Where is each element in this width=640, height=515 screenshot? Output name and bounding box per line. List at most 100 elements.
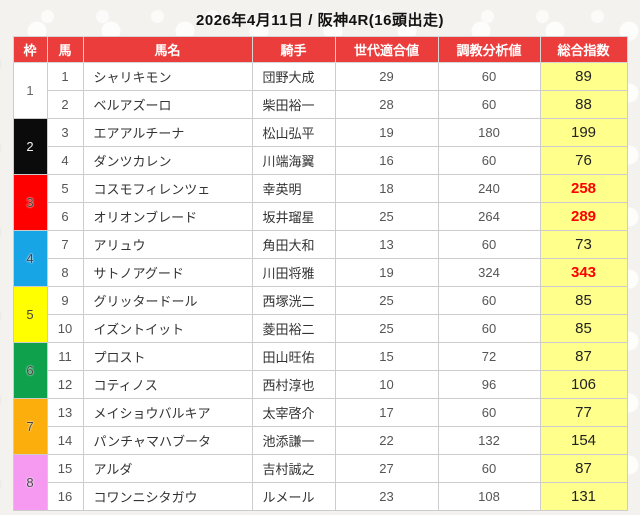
horse-number-cell: 4 bbox=[46, 146, 84, 175]
generation-value-cell: 10 bbox=[334, 370, 439, 399]
total-index-cell: 199 bbox=[539, 118, 628, 147]
horse-name-cell: プロスト bbox=[82, 342, 253, 371]
header-total: 総合指数 bbox=[539, 36, 628, 63]
generation-value-cell: 22 bbox=[334, 426, 439, 455]
horse-name-cell: エアアルチーナ bbox=[82, 118, 253, 147]
jockey-cell: 柴田裕一 bbox=[251, 90, 336, 119]
total-index-cell: 258 bbox=[539, 174, 628, 203]
total-index-cell: 89 bbox=[539, 62, 628, 91]
total-index-cell: 87 bbox=[539, 454, 628, 483]
horse-number-cell: 15 bbox=[46, 454, 84, 483]
frame-cell: 4 bbox=[12, 230, 48, 287]
horse-name-cell: イズントイット bbox=[82, 314, 253, 343]
generation-value-cell: 25 bbox=[334, 314, 439, 343]
generation-value-cell: 25 bbox=[334, 286, 439, 315]
jockey-cell: ルメール bbox=[251, 482, 336, 511]
horse-number-cell: 9 bbox=[46, 286, 84, 315]
table-row: 6 11 プロスト 田山旺佑 15 72 87 bbox=[12, 342, 628, 399]
jockey-cell: 西塚洸二 bbox=[251, 286, 336, 315]
frame-cell: 3 bbox=[12, 174, 48, 231]
generation-value-cell: 18 bbox=[334, 174, 439, 203]
table-row: 16 コワンニシタガウ ルメール 23 108 131 bbox=[13, 482, 628, 511]
header-frame: 枠 bbox=[12, 36, 48, 63]
horse-name-cell: ダンツカレン bbox=[82, 146, 253, 175]
horse-name-cell: グリッタードール bbox=[82, 286, 253, 315]
generation-value-cell: 17 bbox=[334, 398, 439, 427]
training-value-cell: 60 bbox=[437, 454, 541, 483]
training-value-cell: 132 bbox=[437, 426, 541, 455]
training-value-cell: 60 bbox=[437, 90, 541, 119]
training-value-cell: 108 bbox=[437, 482, 541, 511]
table-row: 10 イズントイット 菱田裕二 25 60 85 bbox=[13, 314, 628, 343]
table-row: 2 3 エアアルチーナ 松山弘平 19 180 199 bbox=[12, 118, 628, 175]
total-index-cell: 73 bbox=[539, 230, 628, 259]
header-horse-name: 馬名 bbox=[82, 36, 253, 63]
total-index-cell: 76 bbox=[539, 146, 628, 175]
page-title: 2026年4月11日 / 阪神4R(16頭出走) bbox=[196, 12, 444, 29]
horse-name-cell: ベルアズーロ bbox=[82, 90, 253, 119]
jockey-cell: 菱田裕二 bbox=[251, 314, 336, 343]
horse-number-cell: 13 bbox=[46, 398, 84, 427]
header-jockey: 騎手 bbox=[251, 36, 336, 63]
table-row: 4 7 アリュウ 角田大和 13 60 73 bbox=[12, 230, 628, 287]
horse-name-cell: サトノアグード bbox=[82, 258, 253, 287]
total-index-cell: 85 bbox=[539, 314, 628, 343]
table-row: 1 1 シャリキモン 団野大成 29 60 89 bbox=[12, 62, 628, 119]
total-index-cell: 154 bbox=[539, 426, 628, 455]
table-row: 5 9 グリッタードール 西塚洸二 25 60 85 bbox=[12, 286, 628, 343]
horse-name-cell: メイショウバルキア bbox=[82, 398, 253, 427]
generation-value-cell: 13 bbox=[334, 230, 439, 259]
race-table: 枠 馬 馬名 騎手 世代適合値 調教分析値 総合指数 1 1 シャリキモン 団野大成 2… bbox=[12, 36, 628, 511]
header-training: 調教分析値 bbox=[437, 36, 541, 63]
training-value-cell: 324 bbox=[437, 258, 541, 287]
jockey-cell: 川田将雅 bbox=[251, 258, 336, 287]
frame-cell: 5 bbox=[12, 286, 48, 343]
training-value-cell: 96 bbox=[437, 370, 541, 399]
jockey-cell: 西村淳也 bbox=[251, 370, 336, 399]
horse-number-cell: 2 bbox=[46, 90, 84, 119]
generation-value-cell: 28 bbox=[334, 90, 439, 119]
horse-name-cell: コティノス bbox=[82, 370, 253, 399]
horse-number-cell: 7 bbox=[46, 230, 84, 259]
table-row: 6 オリオンブレード 坂井瑠星 25 264 289 bbox=[13, 202, 628, 231]
jockey-cell: 角田大和 bbox=[251, 230, 336, 259]
jockey-cell: 田山旺佑 bbox=[251, 342, 336, 371]
training-value-cell: 264 bbox=[437, 202, 541, 231]
training-value-cell: 60 bbox=[437, 62, 541, 91]
generation-value-cell: 29 bbox=[334, 62, 439, 91]
total-index-cell: 77 bbox=[539, 398, 628, 427]
frame-cell: 2 bbox=[12, 118, 48, 175]
total-index-cell: 289 bbox=[539, 202, 628, 231]
frame-cell: 1 bbox=[12, 62, 48, 119]
jockey-cell: 幸英明 bbox=[251, 174, 336, 203]
total-index-cell: 87 bbox=[539, 342, 628, 371]
horse-name-cell: コワンニシタガウ bbox=[82, 482, 253, 511]
generation-value-cell: 16 bbox=[334, 146, 439, 175]
table-body: 1 1 シャリキモン 団野大成 29 60 89 2 ベルアズーロ 柴田裕一 28 60 88 2 3 エアア… bbox=[12, 62, 628, 511]
jockey-cell: 川端海翼 bbox=[251, 146, 336, 175]
horse-number-cell: 11 bbox=[46, 342, 84, 371]
horse-name-cell: コスモフィレンツェ bbox=[82, 174, 253, 203]
total-index-cell: 85 bbox=[539, 286, 628, 315]
horse-name-cell: パンチャマハブータ bbox=[82, 426, 253, 455]
horse-name-cell: オリオンブレード bbox=[82, 202, 253, 231]
generation-value-cell: 15 bbox=[334, 342, 439, 371]
horse-number-cell: 6 bbox=[46, 202, 84, 231]
training-value-cell: 60 bbox=[437, 398, 541, 427]
training-value-cell: 60 bbox=[437, 146, 541, 175]
frame-cell: 6 bbox=[12, 342, 48, 399]
horse-name-cell: アリュウ bbox=[82, 230, 253, 259]
jockey-cell: 池添謙一 bbox=[251, 426, 336, 455]
training-value-cell: 60 bbox=[437, 286, 541, 315]
header-number: 馬 bbox=[46, 36, 84, 63]
horse-number-cell: 10 bbox=[46, 314, 84, 343]
training-value-cell: 240 bbox=[437, 174, 541, 203]
generation-value-cell: 19 bbox=[334, 258, 439, 287]
horse-number-cell: 12 bbox=[46, 370, 84, 399]
jockey-cell: 吉村誠之 bbox=[251, 454, 336, 483]
frame-cell: 7 bbox=[12, 398, 48, 455]
table-header-row: 枠 馬 馬名 騎手 世代適合値 調教分析値 総合指数 bbox=[12, 36, 628, 63]
table-row: 8 サトノアグード 川田将雅 19 324 343 bbox=[13, 258, 628, 287]
generation-value-cell: 27 bbox=[334, 454, 439, 483]
table-row: 8 15 アルダ 吉村誠之 27 60 87 bbox=[12, 454, 628, 511]
